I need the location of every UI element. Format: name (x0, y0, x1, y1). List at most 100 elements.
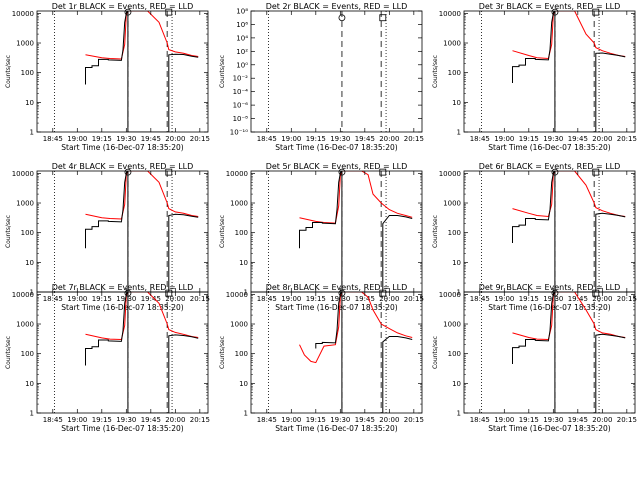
x-tick-label: 19:00 (67, 416, 87, 424)
panel-title: Det 8r BLACK = Events, RED = LLD (266, 283, 408, 292)
x-tick-label: 18:45 (470, 416, 490, 424)
y-axis-label: Counts/sec (5, 215, 12, 248)
x-tick-label: 20:00 (165, 295, 185, 303)
y-tick-label: 10⁴ (236, 34, 248, 42)
x-axis-label: Start Time (16-Dec-07 18:35:20) (61, 424, 183, 433)
events-series-line (85, 292, 199, 413)
y-tick-label: 10 (239, 380, 248, 388)
y-tick-label: 10000 (226, 170, 248, 178)
panel-title: Det 1r BLACK = Events, RED = LLD (52, 2, 194, 11)
square-marker (592, 8, 600, 16)
circle-marker (338, 14, 346, 22)
x-tick-label: 18:45 (257, 135, 277, 143)
x-tick-label: 19:15 (92, 295, 112, 303)
lld-series-line (512, 11, 626, 60)
y-tick-label: 100 (21, 229, 34, 237)
x-tick-label: 20:15 (617, 135, 637, 143)
y-tick-label: 10⁰ (236, 61, 248, 69)
x-axis-label: Start Time (16-Dec-07 18:35:20) (275, 303, 397, 312)
x-tick-label: 19:30 (116, 416, 136, 424)
events-series-line (85, 11, 199, 132)
detector-panel: Det 6r BLACK = Events, RED = LLD 1 10 100 10… (432, 162, 637, 312)
y-tick-label: 10⁻¹⁰ (230, 129, 248, 137)
x-tick-label: 19:00 (281, 135, 301, 143)
circle-marker (338, 289, 346, 297)
y-tick-label: 1000 (443, 321, 461, 329)
x-tick-label: 19:15 (306, 416, 326, 424)
x-tick-label: 19:15 (92, 416, 112, 424)
lld-series-line (85, 292, 199, 341)
x-tick-label: 19:45 (141, 416, 161, 424)
x-tick-label: 19:45 (568, 416, 588, 424)
y-tick-label: 10⁻⁶ (233, 102, 249, 110)
lld-series-line (299, 292, 413, 364)
lld-series-line (85, 11, 199, 60)
x-tick-label: 19:15 (306, 135, 326, 143)
plot-frame (250, 291, 423, 414)
plot-frame (463, 291, 636, 414)
plot-frame (36, 291, 209, 414)
y-tick-label: 10⁶ (236, 21, 248, 29)
y-tick-label: 1000 (230, 200, 248, 208)
detector-panel: Det 5r BLACK = Events, RED = LLD 1 10 100 10… (219, 162, 424, 312)
square-marker (165, 168, 173, 176)
y-tick-label: 100 (21, 69, 34, 77)
plot-frame (250, 170, 423, 293)
circle-marker (338, 168, 346, 176)
x-axis-label: Start Time (16-Dec-07 18:35:20) (275, 143, 397, 152)
x-tick-label: 19:30 (330, 416, 350, 424)
x-tick-label: 18:45 (257, 295, 277, 303)
x-tick-label: 19:45 (355, 295, 375, 303)
plot-frame (36, 10, 209, 133)
y-axis-label: Counts/sec (5, 336, 12, 369)
x-tick-label: 20:15 (617, 295, 637, 303)
x-tick-label: 19:15 (519, 416, 539, 424)
plot-frame (463, 10, 636, 133)
y-axis-label: Counts/sec (219, 336, 226, 369)
x-axis-label: Start Time (16-Dec-07 18:35:20) (488, 303, 610, 312)
y-tick-label: 10000 (12, 291, 34, 299)
x-tick-label: 19:15 (92, 135, 112, 143)
square-marker (592, 168, 600, 176)
y-tick-label: 1000 (230, 321, 248, 329)
square-marker (379, 168, 387, 176)
x-tick-label: 18:45 (470, 135, 490, 143)
x-tick-label: 19:00 (67, 135, 87, 143)
y-tick-label: 100 (448, 350, 461, 358)
x-tick-label: 19:00 (494, 295, 514, 303)
x-tick-label: 19:45 (355, 416, 375, 424)
x-tick-label: 20:00 (165, 416, 185, 424)
x-tick-label: 20:00 (592, 295, 612, 303)
x-tick-label: 18:45 (257, 416, 277, 424)
y-tick-label: 10² (236, 48, 248, 56)
x-tick-label: 19:45 (355, 135, 375, 143)
y-tick-label: 10000 (439, 10, 461, 18)
panel-title: Det 5r BLACK = Events, RED = LLD (266, 162, 408, 171)
y-tick-label: 1000 (16, 321, 34, 329)
y-tick-label: 100 (448, 229, 461, 237)
x-tick-label: 20:15 (190, 135, 210, 143)
y-tick-label: 1 (30, 289, 34, 297)
y-axis-label: Counts/sec (219, 55, 226, 88)
lld-series-line (512, 292, 626, 341)
plot-frame (36, 170, 209, 293)
y-axis-label: Counts/sec (5, 55, 12, 88)
y-tick-label: 1000 (16, 40, 34, 48)
y-tick-label: 10000 (12, 10, 34, 18)
x-tick-label: 20:15 (404, 135, 424, 143)
y-tick-label: 1 (30, 410, 34, 418)
y-tick-label: 1 (457, 289, 461, 297)
x-tick-label: 19:00 (281, 295, 301, 303)
panel-title: Det 7r BLACK = Events, RED = LLD (52, 283, 194, 292)
detector-panel: Det 2r BLACK = Events, RED = LLD 10⁻¹⁰ 10⁻… (219, 2, 424, 152)
y-tick-label: 1 (457, 410, 461, 418)
x-axis-label: Start Time (16-Dec-07 18:35:20) (275, 424, 397, 433)
y-axis-label: Counts/sec (432, 336, 439, 369)
y-tick-label: 100 (448, 69, 461, 77)
events-series-line (512, 292, 626, 413)
y-tick-label: 10 (452, 259, 461, 267)
x-tick-label: 20:15 (404, 416, 424, 424)
plot-frame (463, 170, 636, 293)
panel-title: Det 4r BLACK = Events, RED = LLD (52, 162, 194, 171)
x-axis-label: Start Time (16-Dec-07 18:35:20) (61, 303, 183, 312)
